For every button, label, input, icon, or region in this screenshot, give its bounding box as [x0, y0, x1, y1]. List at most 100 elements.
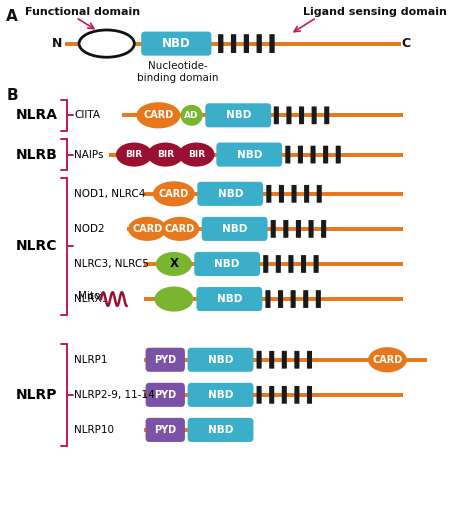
FancyBboxPatch shape	[304, 185, 309, 203]
Text: PYD: PYD	[154, 425, 176, 435]
Text: NBD: NBD	[208, 355, 233, 365]
Text: NOD2: NOD2	[74, 224, 105, 234]
Ellipse shape	[178, 142, 215, 167]
FancyBboxPatch shape	[282, 386, 287, 404]
Text: Nucleotide-
binding domain: Nucleotide- binding domain	[137, 61, 218, 83]
Text: NOD1, NLRC4: NOD1, NLRC4	[74, 189, 146, 199]
Text: X: X	[169, 258, 178, 270]
FancyBboxPatch shape	[283, 220, 288, 238]
FancyBboxPatch shape	[271, 220, 276, 238]
Ellipse shape	[161, 217, 199, 241]
FancyBboxPatch shape	[321, 220, 326, 238]
FancyBboxPatch shape	[314, 255, 319, 273]
Text: NBD: NBD	[226, 111, 251, 120]
FancyBboxPatch shape	[294, 351, 300, 369]
FancyBboxPatch shape	[256, 351, 262, 369]
Ellipse shape	[128, 217, 166, 241]
FancyBboxPatch shape	[309, 220, 314, 238]
Text: NLRC: NLRC	[16, 240, 57, 253]
Ellipse shape	[79, 30, 134, 57]
FancyBboxPatch shape	[256, 386, 262, 404]
FancyBboxPatch shape	[276, 255, 281, 273]
Ellipse shape	[137, 102, 181, 129]
Text: NLRP: NLRP	[16, 388, 57, 402]
FancyBboxPatch shape	[146, 383, 185, 407]
FancyBboxPatch shape	[285, 145, 291, 163]
FancyBboxPatch shape	[274, 106, 279, 124]
FancyBboxPatch shape	[269, 351, 274, 369]
FancyBboxPatch shape	[317, 185, 322, 203]
Text: NBD: NBD	[214, 259, 240, 269]
FancyBboxPatch shape	[266, 185, 272, 203]
Text: NLRP1: NLRP1	[74, 355, 108, 365]
FancyBboxPatch shape	[311, 106, 317, 124]
Text: NLRB: NLRB	[16, 148, 58, 161]
FancyBboxPatch shape	[292, 185, 297, 203]
Text: NBD: NBD	[162, 37, 191, 50]
Text: CARD: CARD	[165, 224, 195, 234]
FancyBboxPatch shape	[298, 145, 303, 163]
Text: Functional domain: Functional domain	[25, 7, 140, 17]
FancyBboxPatch shape	[269, 386, 274, 404]
FancyBboxPatch shape	[197, 182, 263, 206]
Text: NBD: NBD	[208, 425, 233, 435]
FancyBboxPatch shape	[216, 142, 282, 167]
FancyBboxPatch shape	[188, 383, 254, 407]
FancyBboxPatch shape	[299, 106, 304, 124]
Text: NLRA: NLRA	[16, 108, 58, 122]
FancyBboxPatch shape	[231, 34, 236, 53]
FancyBboxPatch shape	[265, 290, 271, 308]
Text: NLRX1: NLRX1	[74, 294, 109, 304]
FancyBboxPatch shape	[288, 255, 293, 273]
Text: NBD: NBD	[237, 150, 262, 160]
Text: NLRP2-9, 11-14: NLRP2-9, 11-14	[74, 390, 155, 400]
FancyBboxPatch shape	[188, 418, 254, 442]
Text: CIITA: CIITA	[74, 111, 100, 120]
FancyBboxPatch shape	[324, 106, 329, 124]
FancyBboxPatch shape	[296, 220, 301, 238]
Text: NLRP10: NLRP10	[74, 425, 114, 435]
Text: NBD: NBD	[222, 224, 247, 234]
Text: Ligand sensing domain: Ligand sensing domain	[303, 7, 447, 17]
Text: N: N	[52, 37, 62, 50]
Ellipse shape	[155, 287, 193, 312]
FancyBboxPatch shape	[194, 252, 260, 276]
FancyBboxPatch shape	[291, 290, 296, 308]
FancyBboxPatch shape	[256, 34, 262, 53]
Text: B: B	[6, 88, 18, 103]
Text: CARD: CARD	[159, 189, 189, 199]
FancyBboxPatch shape	[146, 348, 185, 372]
FancyBboxPatch shape	[269, 34, 274, 53]
Text: Mito: Mito	[78, 291, 100, 302]
Text: BIR: BIR	[126, 150, 143, 159]
FancyBboxPatch shape	[188, 348, 254, 372]
FancyBboxPatch shape	[146, 418, 185, 442]
Ellipse shape	[368, 347, 407, 372]
FancyBboxPatch shape	[294, 386, 300, 404]
FancyBboxPatch shape	[286, 106, 292, 124]
Ellipse shape	[181, 105, 202, 126]
FancyBboxPatch shape	[196, 287, 262, 311]
Text: C: C	[401, 37, 410, 50]
FancyBboxPatch shape	[244, 34, 249, 53]
Text: NBD: NBD	[208, 390, 233, 400]
Text: CARD: CARD	[372, 355, 402, 365]
Text: NBD: NBD	[218, 189, 243, 199]
FancyBboxPatch shape	[282, 351, 287, 369]
FancyBboxPatch shape	[205, 103, 271, 127]
Ellipse shape	[116, 142, 152, 167]
FancyBboxPatch shape	[303, 290, 308, 308]
FancyBboxPatch shape	[310, 145, 316, 163]
Text: NLRC3, NLRC5: NLRC3, NLRC5	[74, 259, 149, 269]
FancyBboxPatch shape	[323, 145, 328, 163]
FancyBboxPatch shape	[336, 145, 341, 163]
Text: PYD: PYD	[154, 355, 176, 365]
FancyBboxPatch shape	[202, 217, 268, 241]
Ellipse shape	[147, 142, 183, 167]
Text: BIR: BIR	[188, 150, 205, 159]
FancyBboxPatch shape	[301, 255, 306, 273]
Text: A: A	[6, 9, 18, 24]
Ellipse shape	[153, 181, 195, 206]
FancyBboxPatch shape	[316, 290, 321, 308]
FancyBboxPatch shape	[279, 185, 284, 203]
